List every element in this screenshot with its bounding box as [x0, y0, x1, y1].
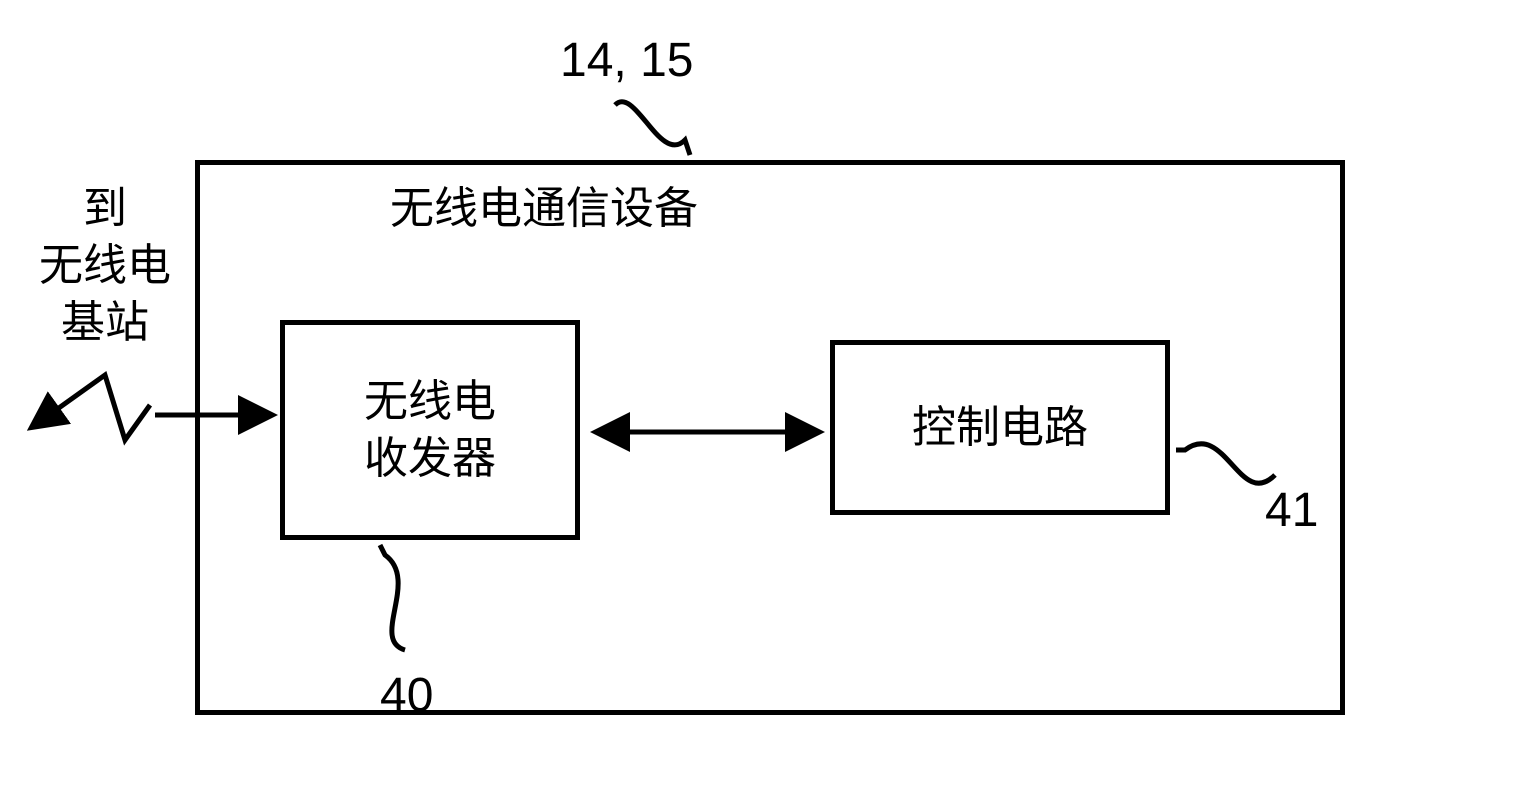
diagram-canvas: 无线电通信设备 14, 15 到 无线电 基站 无线电 收发器 控制电路 40 … [0, 0, 1532, 785]
outer-box-title: 无线电通信设备 [390, 180, 698, 237]
transceiver-label: 无线电 收发器 [364, 373, 496, 487]
ref-40: 40 [380, 665, 433, 727]
ref-41: 41 [1265, 480, 1318, 542]
external-label-text: 到 无线电 基站 [39, 184, 171, 347]
transceiver-box: 无线电 收发器 [280, 320, 580, 540]
external-label: 到 无线电 基站 [20, 180, 190, 352]
control-circuit-label: 控制电路 [912, 399, 1088, 456]
leader-top [615, 102, 690, 155]
ref-label-top: 14, 15 [560, 30, 693, 92]
zigzag-out [35, 375, 150, 440]
control-circuit-box: 控制电路 [830, 340, 1170, 515]
